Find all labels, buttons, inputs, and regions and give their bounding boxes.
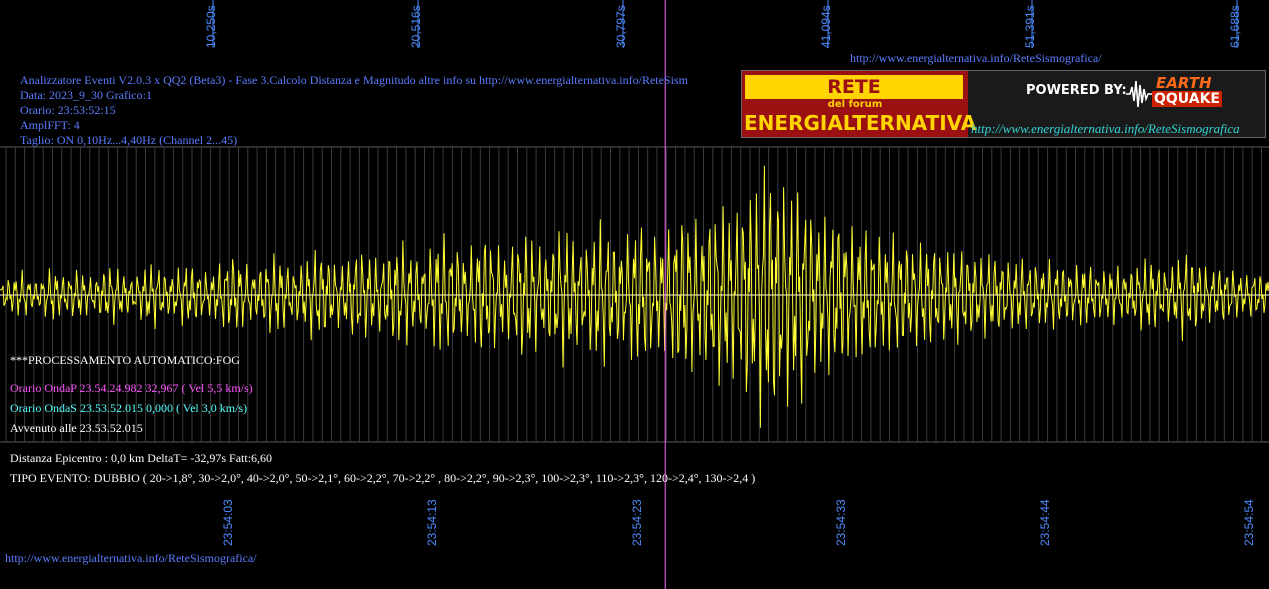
distanza-label: Distanza Epicentro : 0,0 km DeltaT= -32,… [10,451,273,465]
trace-layer [0,165,1269,428]
orario-line: Orario: 23:53:52:15 [20,103,116,117]
bottom-tick-label: 23:54:33 [834,499,848,546]
processing-label: ***PROCESSAMENTO AUTOMATICO:FOG [10,353,240,367]
bottom-tick-label: 23:54:44 [1038,499,1052,546]
onda-s-label: Orario OndaS 23.53.52.015 0,000 ( Vel 3,… [10,401,248,415]
logo-brand: ENERGIALTERNATIVA [744,111,977,135]
logo-url[interactable]: http://www.energialternativa.info/ReteSi… [971,121,1240,136]
logo-quake: QQUAKE [1152,91,1222,107]
bottom-tick-label: 23:54:54 [1242,499,1256,546]
bottom-tick-label: 23:54:03 [221,499,235,546]
logo-powered-by: POWERED BY: [1026,83,1127,98]
data-line: Data: 2023_9_30 Grafico:1 [20,88,152,102]
tipo-evento-label: TIPO EVENTO: DUBBIO ( 20->1,8°, 30->2,0°… [10,471,756,485]
top-url[interactable]: http://www.energialternativa.info/ReteSi… [850,51,1102,65]
logo-subtitle: del forum [827,99,883,110]
ampl-line: AmplFFT: 4 [20,118,80,132]
grid-layer [0,0,1269,443]
top-tick-label: 61,688s [1228,5,1242,48]
footer-url[interactable]: http://www.energialternativa.info/ReteSi… [5,551,257,565]
bottom-tick-label: 23:54:23 [630,499,644,546]
logo-earth: EARTH [1156,74,1212,92]
top-tick-label: 20,516s [409,5,423,48]
top-tick-label: 30,797s [614,5,628,48]
logo-title: RETE SISMOGRAFICA [745,75,963,122]
seismo-wave-icon [1126,80,1156,108]
top-tick-label: 10,250s [204,5,218,48]
seismic-trace [0,165,1269,428]
avvenuto-label: Avvenuto alle 23.53.52.015 [10,421,143,435]
logo-banner: RETE SISMOGRAFICA del forum ENERGIALTERN… [741,70,1266,138]
top-tick-label: 51,391s [1023,5,1037,48]
taglio-line: Taglio: ON 0,10Hz...4,40Hz (Channel 2...… [20,133,238,147]
onda-p-label: Orario OndaP 23.54.24.982 32,967 ( Vel 5… [10,381,253,395]
analyzer-title: Analizzatore Eventi V2.0.3 x QQ2 (Beta3)… [20,73,688,87]
bottom-tick-label: 23:54:13 [425,499,439,546]
top-tick-label: 41,094s [819,5,833,48]
